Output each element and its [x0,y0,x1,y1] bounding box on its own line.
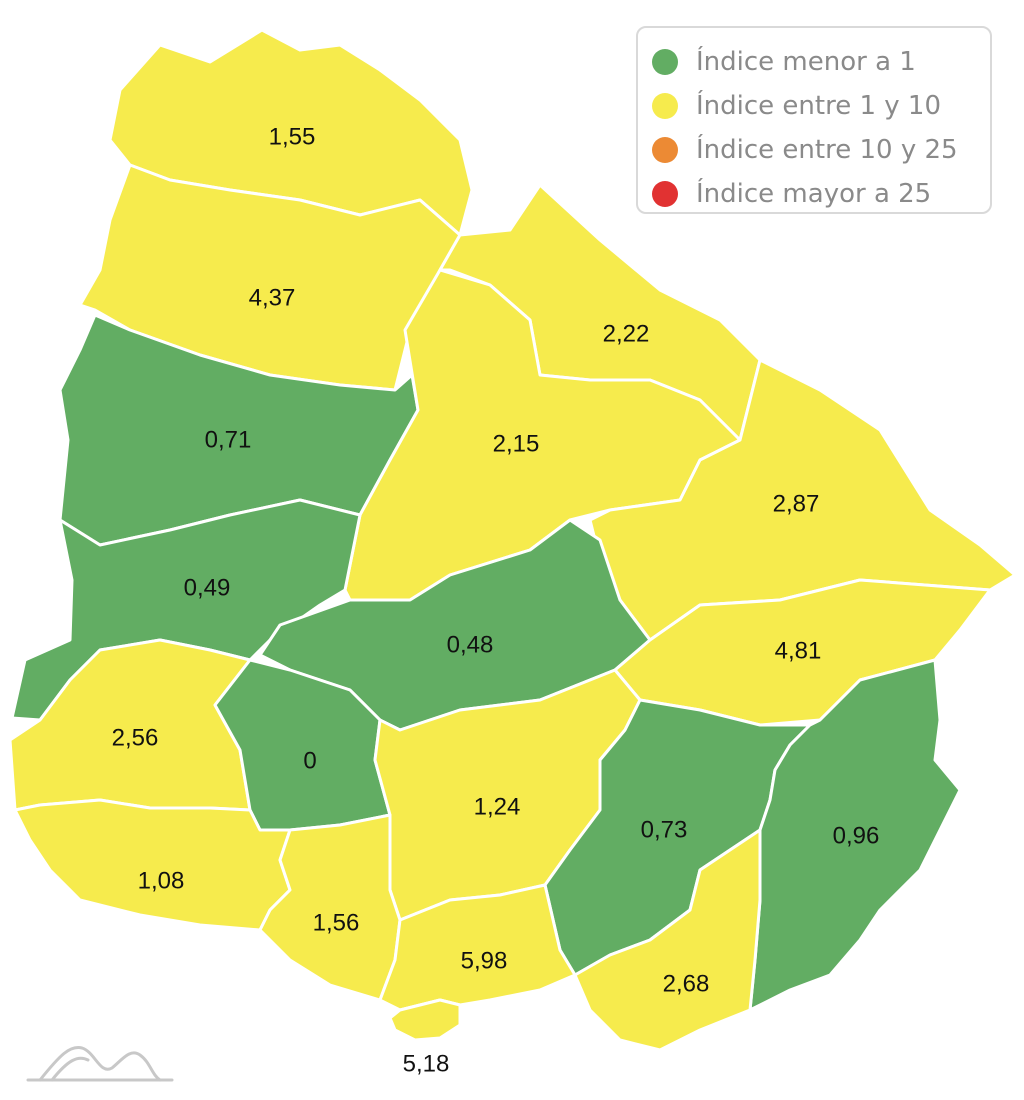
legend-item-red: Índice mayor a 25 [652,172,976,216]
legend-item-orange: Índice entre 10 y 25 [652,128,976,172]
label-san-jose: 1,56 [313,909,360,936]
mountain-logo-icon [26,1045,174,1082]
label-salto: 4,37 [249,284,296,311]
legend-label: Índice menor a 1 [696,47,916,77]
region-maldonado[interactable] [573,828,762,1052]
region-rocha[interactable] [748,658,962,1012]
region-colonia[interactable] [13,798,292,932]
label-canelones: 5,98 [461,947,508,974]
legend: Índice menor a 1 Índice entre 1 y 10 Índ… [636,26,992,214]
label-soriano: 2,56 [112,724,159,751]
legend-label: Índice mayor a 25 [696,179,932,209]
green-dot-icon [652,49,678,75]
label-rocha: 0,96 [833,822,880,849]
label-montevideo: 5,18 [403,1050,450,1077]
label-rio-negro: 0,49 [184,574,231,601]
label-artigas: 1,55 [269,123,316,150]
label-flores: 0 [303,747,316,774]
label-tacuarembo: 2,15 [493,430,540,457]
red-dot-icon [652,181,678,207]
labels-layer: 1,55 4,37 2,22 0,71 2,15 2,87 0,49 0,48 … [112,123,880,1077]
legend-label: Índice entre 1 y 10 [696,91,942,121]
label-colonia: 1,08 [138,867,185,894]
regions-layer [8,28,1017,1052]
label-florida: 1,24 [474,793,521,820]
label-maldonado: 2,68 [663,970,710,997]
label-durazno: 0,48 [447,631,494,658]
label-cerro-largo: 2,87 [773,490,820,517]
label-treinta-y-tres: 4,81 [775,637,822,664]
legend-item-green: Índice menor a 1 [652,40,976,84]
legend-label: Índice entre 10 y 25 [696,135,958,165]
yellow-dot-icon [652,93,678,119]
region-montevideo[interactable] [388,998,462,1042]
orange-dot-icon [652,137,678,163]
region-tacuarembo[interactable] [343,268,742,602]
region-canelones[interactable] [378,883,577,1012]
legend-item-yellow: Índice entre 1 y 10 [652,84,976,128]
label-rivera: 2,22 [603,320,650,347]
label-paysandu: 0,71 [205,426,252,453]
label-lavalleja: 0,73 [641,816,688,843]
